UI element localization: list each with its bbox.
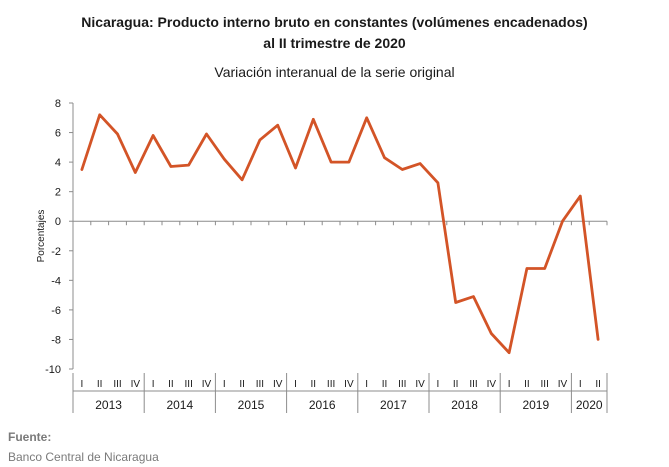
data-point xyxy=(561,220,564,223)
data-point xyxy=(276,123,279,127)
data-point xyxy=(205,132,208,136)
quarter-label: I xyxy=(294,379,297,390)
source-label: Fuente: xyxy=(8,430,52,444)
quarter-label: III xyxy=(398,379,406,390)
quarter-label: I xyxy=(508,379,511,390)
data-point xyxy=(80,168,84,171)
data-point xyxy=(596,338,600,341)
quarter-label: III xyxy=(113,379,121,390)
year-label: 2020 xyxy=(576,398,603,412)
data-point xyxy=(116,132,119,136)
quarter-label: III xyxy=(256,379,264,390)
y-axis-label: Porcentajes xyxy=(36,210,47,263)
y-tick-label: -8 xyxy=(51,334,61,346)
data-point xyxy=(418,162,422,165)
quarter-label: IV xyxy=(415,379,425,390)
quarter-label: II xyxy=(453,379,459,390)
quarter-label: I xyxy=(152,379,155,390)
data-point xyxy=(187,163,190,167)
quarter-label: II xyxy=(524,379,530,390)
data-point xyxy=(507,351,511,354)
data-point xyxy=(98,113,101,117)
quarter-label: IV xyxy=(344,379,354,390)
data-point xyxy=(401,168,404,171)
chart-subtitle: Variación interanual de la serie origina… xyxy=(214,64,455,80)
data-point xyxy=(347,160,351,164)
year-label: 2013 xyxy=(95,398,122,412)
y-tick-label: 6 xyxy=(55,128,61,140)
year-label: 2015 xyxy=(238,398,265,412)
y-tick-label: 8 xyxy=(55,98,61,110)
quarter-label: IV xyxy=(487,379,497,390)
quarter-label: II xyxy=(97,379,103,390)
quarter-label: II xyxy=(239,379,245,390)
y-tick-label: -6 xyxy=(51,305,61,317)
data-point xyxy=(258,138,262,142)
quarter-label: III xyxy=(185,379,193,390)
chart-title: Nicaragua: Producto interno bruto en con… xyxy=(81,14,588,30)
data-point xyxy=(490,332,493,335)
data-point xyxy=(579,194,582,198)
data-point xyxy=(240,178,244,182)
quarter-label: IV xyxy=(558,379,568,390)
data-point xyxy=(134,171,137,174)
data-point xyxy=(151,134,155,137)
quarter-label: III xyxy=(469,379,477,390)
quarter-label: I xyxy=(81,379,84,390)
y-tick-label: -4 xyxy=(51,275,61,287)
year-label: 2014 xyxy=(166,398,193,412)
quarter-label: IV xyxy=(273,379,283,390)
quarter-label: II xyxy=(382,379,388,390)
data-point xyxy=(543,267,546,270)
data-point xyxy=(365,116,368,119)
y-tick-label: -2 xyxy=(51,246,61,258)
quarter-label: I xyxy=(437,379,440,390)
quarter-label: I xyxy=(223,379,226,390)
data-point xyxy=(223,157,226,161)
quarter-label: IV xyxy=(202,379,212,390)
y-tick-label: 0 xyxy=(55,216,61,228)
y-tick-label: 2 xyxy=(55,187,61,199)
quarter-label: II xyxy=(311,379,317,390)
quarter-label: III xyxy=(327,379,335,390)
year-label: 2016 xyxy=(309,398,336,412)
quarter-label: I xyxy=(579,379,582,390)
data-point xyxy=(454,301,457,304)
quarter-label: I xyxy=(365,379,368,390)
y-tick-label: -10 xyxy=(45,364,61,376)
quarter-label: II xyxy=(168,379,174,390)
data-point xyxy=(294,166,297,170)
chart-title-line2: al II trimestre de 2020 xyxy=(263,35,406,51)
data-point xyxy=(472,295,475,298)
year-label: 2018 xyxy=(451,398,478,412)
data-point xyxy=(525,267,529,270)
series-line xyxy=(80,113,600,355)
data-point xyxy=(383,156,386,159)
data-point xyxy=(169,165,173,168)
source-value: Banco Central de Nicaragua xyxy=(8,450,159,464)
year-label: 2019 xyxy=(522,398,549,412)
y-tick-label: 4 xyxy=(55,157,61,169)
year-label: 2017 xyxy=(380,398,407,412)
quarter-label: II xyxy=(595,379,601,390)
data-point xyxy=(436,181,440,184)
quarter-label: IV xyxy=(131,379,141,390)
data-point xyxy=(329,160,333,164)
data-point xyxy=(312,118,315,121)
quarter-label: III xyxy=(541,379,549,390)
